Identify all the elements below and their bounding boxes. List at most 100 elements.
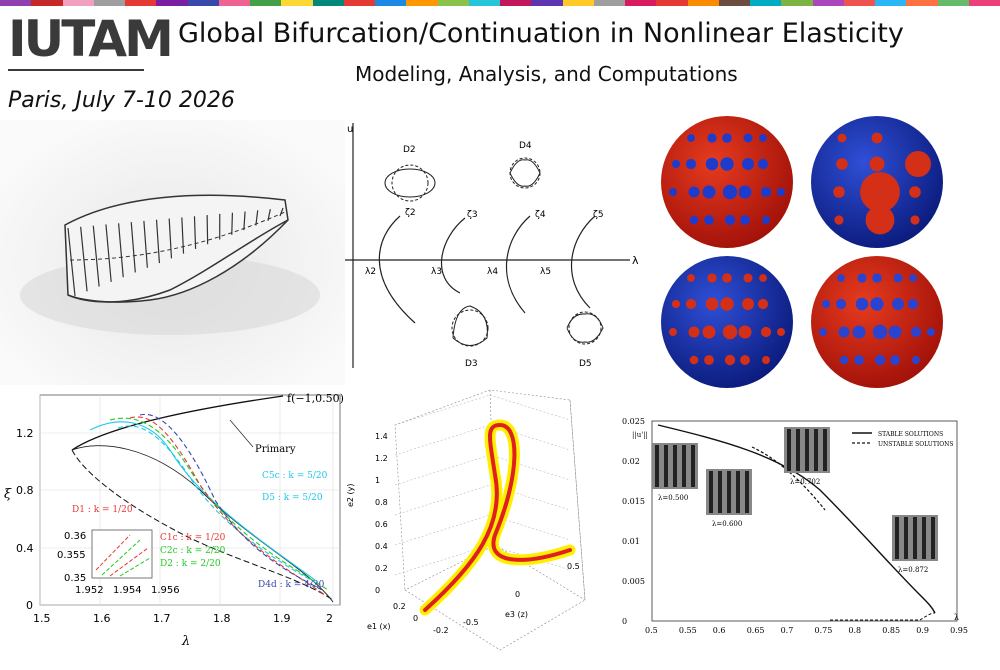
z-tick-label: 1 bbox=[375, 476, 380, 485]
stripe-segment bbox=[625, 0, 657, 6]
sphere-spot bbox=[857, 273, 867, 283]
label-d4d: D4d : k = 4/20 bbox=[258, 580, 325, 590]
x-tick-label: 0.9 bbox=[916, 626, 929, 635]
label-d1: D1 : k = 1/20 bbox=[72, 505, 133, 515]
sphere-spot bbox=[872, 324, 888, 340]
thumbnail-stripe bbox=[709, 471, 713, 513]
sphere-spot bbox=[905, 151, 931, 177]
axis-e3-label: e3 (z) bbox=[505, 610, 528, 619]
thumbnail-stripe bbox=[673, 445, 677, 487]
sphere-spot bbox=[888, 325, 902, 339]
y-tick-label: 0 bbox=[26, 599, 33, 612]
sphere-spot bbox=[854, 355, 864, 365]
stripe-segment bbox=[31, 0, 63, 6]
sphere-spot bbox=[702, 325, 716, 339]
axis-e2-label: e2 (y) bbox=[346, 483, 355, 507]
label-d2: D2 : k = 2/20 bbox=[160, 559, 221, 569]
inset-xtick-0: 1.952 bbox=[75, 585, 104, 596]
stripe-segment bbox=[687, 0, 719, 6]
sphere-spot bbox=[688, 326, 700, 338]
sphere-spot bbox=[762, 216, 770, 224]
3d-curve-plot: 0 0.2 0.4 0.6 0.8 1 1.2 1.4 -0.5 0 0.5 0.2 0 -0.2 e2 … bbox=[346, 389, 586, 651]
sphere-spot bbox=[722, 324, 738, 340]
x-tick-label: 1.6 bbox=[93, 612, 111, 625]
sphere-spot bbox=[893, 273, 903, 283]
sphere-spot bbox=[852, 325, 866, 339]
lambda-tick-4: λ4 bbox=[487, 267, 498, 277]
bifurcation-plot-left: 1.5 1.6 1.7 1.8 1.9 2 0 0.4 0.8 1.2 f(−1,0.50) Pr… bbox=[4, 392, 344, 649]
ribbon-ruling bbox=[243, 211, 246, 231]
y-axis-label: ||u'|| bbox=[632, 431, 648, 439]
stripe-segment bbox=[281, 0, 313, 6]
label-d5: D5 : k = 5/20 bbox=[262, 493, 323, 503]
grid-line bbox=[394, 394, 491, 426]
grid-line bbox=[394, 544, 491, 576]
stripe-segment bbox=[656, 0, 688, 6]
branch-label-2: ζ2 bbox=[405, 208, 416, 218]
inset-xtick-1: 1.954 bbox=[113, 585, 142, 596]
branch-label-4: ζ4 bbox=[535, 210, 546, 220]
x-tick-label: 0.5 bbox=[567, 562, 580, 571]
grid-line bbox=[394, 424, 491, 456]
ribbon-ruling bbox=[92, 225, 100, 287]
thumbnail-stripe bbox=[727, 471, 731, 513]
sphere-spot bbox=[872, 273, 882, 283]
sphere-spot bbox=[759, 274, 767, 282]
sphere-spot bbox=[910, 215, 920, 225]
sphere-spot bbox=[687, 274, 695, 282]
stripe-segment bbox=[968, 0, 1000, 6]
y-tick-label: 0 bbox=[622, 617, 627, 626]
y-tick-label: 0.02 bbox=[622, 457, 640, 466]
x-tick-label: 0.5 bbox=[645, 626, 658, 635]
stripe-segment bbox=[218, 0, 250, 6]
axis-e1-label: e1 (x) bbox=[367, 622, 391, 631]
pattern-sphere bbox=[661, 256, 793, 388]
x-tick-label: 1.7 bbox=[153, 612, 171, 625]
sphere-spot bbox=[687, 134, 695, 142]
x-tick-label: 1.5 bbox=[33, 612, 51, 625]
label-c1c: C1c : k = 1/20 bbox=[160, 533, 226, 543]
sphere-body bbox=[811, 256, 943, 388]
sphere-spot bbox=[722, 184, 738, 200]
pattern-sphere bbox=[811, 116, 943, 248]
sphere-spot bbox=[910, 326, 922, 338]
stripe-segment bbox=[375, 0, 407, 6]
thumbnail-label: λ=0.872 bbox=[898, 566, 928, 574]
thumbnail-label: λ=0.500 bbox=[658, 494, 688, 502]
stripe-segment bbox=[437, 0, 469, 6]
sphere-spot bbox=[669, 328, 677, 336]
thumbnail-stripe bbox=[922, 517, 926, 559]
x-tick-label: 2 bbox=[326, 612, 333, 625]
sphere-spot bbox=[689, 355, 699, 365]
x-tick-label: -0.5 bbox=[463, 618, 479, 627]
sphere-spot bbox=[702, 185, 716, 199]
sphere-spot bbox=[738, 185, 752, 199]
sphere-spot bbox=[704, 215, 714, 225]
x-tick-label: 1.9 bbox=[273, 612, 291, 625]
pattern-spheres bbox=[661, 116, 943, 388]
thumbnail-stripe bbox=[655, 445, 659, 487]
logo-text: IUTAM bbox=[8, 10, 174, 68]
stripe-segment bbox=[156, 0, 188, 6]
sphere-spot bbox=[760, 326, 772, 338]
x-tick-label: 0.65 bbox=[747, 626, 765, 635]
ribbon-ruling bbox=[80, 226, 88, 292]
logo-rule bbox=[8, 69, 144, 71]
sphere-spot bbox=[869, 156, 885, 172]
stripe-segment bbox=[406, 0, 438, 6]
ribbon-ruling bbox=[206, 215, 209, 245]
branch-label-5: ζ5 bbox=[593, 210, 604, 220]
sphere-body bbox=[661, 256, 793, 388]
grid-line bbox=[489, 454, 571, 481]
twisted-ribbon-photo bbox=[0, 120, 345, 385]
stripe-segment bbox=[343, 0, 375, 6]
z-tick-label: 0.8 bbox=[375, 498, 388, 507]
sphere-spot bbox=[685, 158, 697, 170]
deformation-thumbnail: λ=0.600 bbox=[706, 469, 752, 528]
lambda-axis-label: λ bbox=[632, 254, 639, 267]
sphere-spot bbox=[685, 298, 697, 310]
thumbnail-stripe bbox=[805, 429, 809, 471]
depth-tick-label: 0 bbox=[413, 614, 418, 623]
y-tick-label: 0.005 bbox=[622, 577, 645, 586]
branch-label-3: ζ3 bbox=[467, 210, 478, 220]
